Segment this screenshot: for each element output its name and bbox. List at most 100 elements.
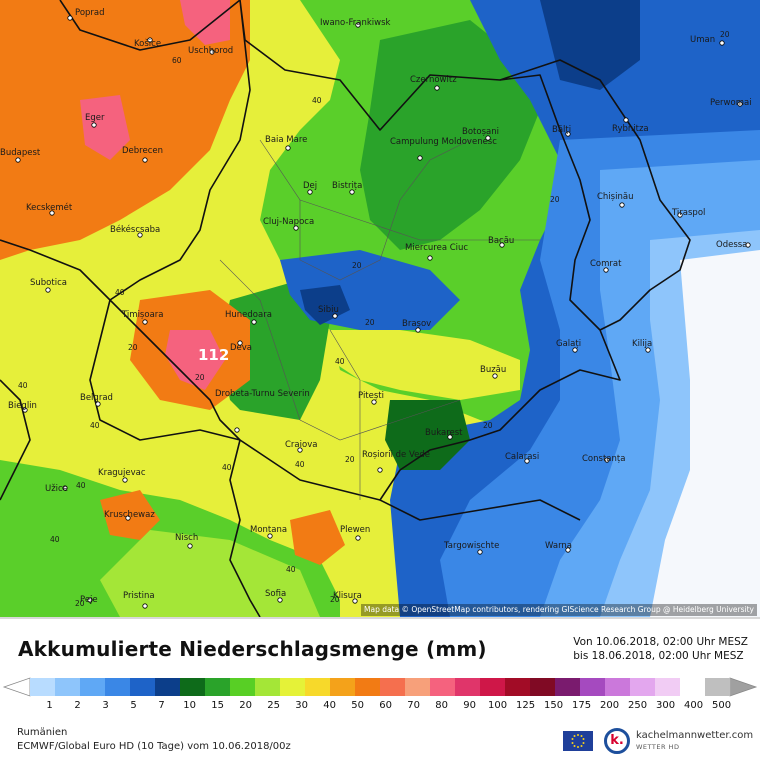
color-scale-svg xyxy=(2,677,758,697)
city-label: Czernowitz xyxy=(410,75,457,85)
color-scale-tick: 200 xyxy=(600,700,620,711)
precip-zone-navy-north xyxy=(540,0,640,90)
color-scale-swatch xyxy=(430,678,456,696)
city-label: Uschhorod xyxy=(188,46,233,56)
color-scale-swatch xyxy=(105,678,131,696)
precip-zone-darkgreen-north xyxy=(360,20,540,250)
city-label: Debrecen xyxy=(122,146,163,156)
color-scale-tick: 80 xyxy=(435,700,448,711)
color-scale-swatch xyxy=(205,678,231,696)
city-label: Chișinău xyxy=(597,192,633,202)
city-label: Galați xyxy=(556,339,581,349)
city-label: Roșiorii de Vede xyxy=(362,450,430,460)
city-label: Deva xyxy=(230,343,252,353)
color-scale-swatch xyxy=(705,678,731,696)
iso-label: 40 xyxy=(18,381,28,390)
map-svg: 60 40 40 20 40 20 20 20 20 40 20 40 40 4… xyxy=(0,0,760,617)
city-label: Hunedoara xyxy=(225,310,272,320)
iso-label: 20 xyxy=(365,318,375,327)
eu-flag-icon xyxy=(563,731,593,751)
brand-name[interactable]: kachelmannwetter.com xyxy=(636,730,754,741)
city-label: Iwano-Frankiwsk xyxy=(320,18,391,28)
city-label: Budapest xyxy=(0,148,41,158)
city-label: Warna xyxy=(545,541,572,551)
color-scale-swatch xyxy=(355,678,381,696)
color-scale-tick: 70 xyxy=(407,700,420,711)
kachelmann-logo-icon[interactable]: k. xyxy=(604,728,630,754)
city-label: Calarasi xyxy=(505,452,539,462)
period-from: Von 10.06.2018, 02:00 Uhr MESZ xyxy=(573,636,748,648)
color-scale-swatch xyxy=(80,678,106,696)
city-label: Belgrad xyxy=(80,393,113,403)
city-label: Baia Mare xyxy=(265,135,307,145)
color-scale-tick: 15 xyxy=(211,700,224,711)
period-to: bis 18.06.2018, 02:00 Uhr MESZ xyxy=(573,650,744,662)
color-scale-tick: 3 xyxy=(102,700,109,711)
color-scale-swatch xyxy=(180,678,206,696)
iso-label: 20 xyxy=(195,373,205,382)
city-label: Eger xyxy=(85,113,105,123)
city-label: Campulung Moldovenesc xyxy=(390,137,497,147)
iso-label: 40 xyxy=(335,357,345,366)
scale-arrow-right xyxy=(729,677,758,697)
color-scale-swatch xyxy=(480,678,506,696)
map-attribution: Map data © OpenStreetMap contributors, r… xyxy=(361,604,757,616)
precipitation-map[interactable]: 60 40 40 20 40 20 20 20 20 40 20 40 40 4… xyxy=(0,0,760,617)
legend-panel: Akkumulierte Niederschlagsmenge (mm) Von… xyxy=(0,617,760,760)
city-label: Kruschewaz xyxy=(104,510,155,520)
city-label: Targowischte xyxy=(443,541,499,551)
color-scale-tick: 60 xyxy=(379,700,392,711)
color-scale-ticks: 1 2 3 5 7 10 15 20 25 30 40 50 60 70 80 90 100 125 150 175 2… xyxy=(0,700,760,714)
color-scale-swatch xyxy=(330,678,356,696)
iso-label: 40 xyxy=(312,96,322,105)
iso-label: 20 xyxy=(345,455,355,464)
city-label: Bukarest xyxy=(425,428,463,438)
iso-label: 20 xyxy=(352,261,362,270)
city-label: Klisura xyxy=(333,591,362,601)
country-borders xyxy=(0,0,691,617)
city-label: Užice xyxy=(45,484,68,494)
color-scale-tick: 250 xyxy=(628,700,648,711)
iso-label: 20 xyxy=(483,421,493,430)
color-scale-tick: 7 xyxy=(158,700,165,711)
precip-zone-darkgreen-west xyxy=(220,280,330,430)
iso-label: 20 xyxy=(720,30,730,39)
city-label: Uman xyxy=(690,35,715,45)
map-title: Akkumulierte Niederschlagsmenge (mm) xyxy=(18,637,487,661)
model-info: ECMWF/Global Euro HD (10 Tage) vom 10.06… xyxy=(17,741,291,752)
serbia-bulgaria-border xyxy=(229,439,261,617)
region-borders xyxy=(219,139,540,500)
city-label: Drobeta-Turnu Severin xyxy=(215,389,310,399)
black-sea-no-precip xyxy=(650,250,760,617)
color-scale-tick: 10 xyxy=(183,700,196,711)
brand-letter: k. xyxy=(610,733,624,748)
iso-label: 40 xyxy=(222,463,232,472)
color-scale-swatch xyxy=(530,678,556,696)
precip-zone-pink-eger xyxy=(80,95,130,160)
iso-label: 60 xyxy=(172,56,182,65)
city-label: Rybnitza xyxy=(612,124,649,134)
color-scale-tick: 20 xyxy=(239,700,252,711)
iso-label: 40 xyxy=(50,535,60,544)
city-label: Pristina xyxy=(123,591,155,601)
city-label: Buzău xyxy=(480,365,506,375)
bosnia-border xyxy=(0,379,31,501)
color-scale-tick: 25 xyxy=(267,700,280,711)
forecast-period: Von 10.06.2018, 02:00 Uhr MESZ bis 18.06… xyxy=(573,635,748,663)
city-label: Craiova xyxy=(285,440,317,450)
color-scale-tick: 500 xyxy=(712,700,732,711)
serbia-romania-border xyxy=(89,299,241,441)
city-markers: Poprad Košice Uschhorod Iwano-Frankiwsk … xyxy=(0,8,752,609)
city-label: Bacău xyxy=(488,236,514,246)
color-scale-tick: 1 xyxy=(46,700,53,711)
romania-border xyxy=(109,0,621,501)
color-scale-swatch xyxy=(555,678,581,696)
iso-label: 20 xyxy=(330,595,340,604)
iso-label: 20 xyxy=(75,599,85,608)
city-label: Békéscsaba xyxy=(110,224,160,235)
precip-zone-pink-max xyxy=(165,330,225,390)
iso-label: 40 xyxy=(295,460,305,469)
color-scale-swatch xyxy=(605,678,631,696)
color-scale-swatch xyxy=(155,678,181,696)
